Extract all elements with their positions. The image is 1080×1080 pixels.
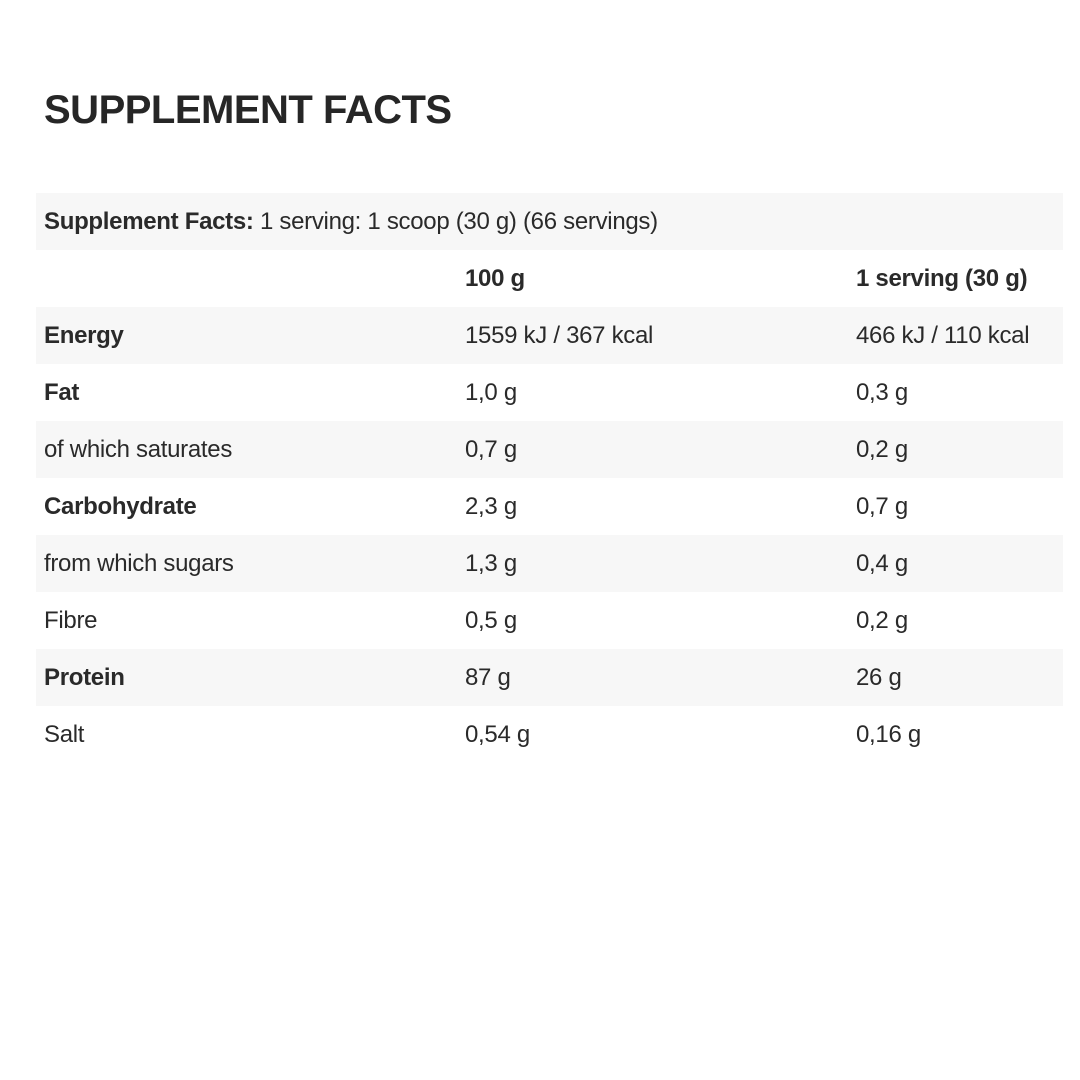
nutrient-label: of which saturates xyxy=(44,435,233,463)
nutrient-label: Carbohydrate xyxy=(44,492,197,520)
nutrient-row: from which sugars 1,3 g 0,4 g xyxy=(36,535,1063,592)
value-serving: 26 g xyxy=(856,663,902,691)
value-serving: 0,3 g xyxy=(856,378,908,406)
nutrient-row: Protein 87 g 26 g xyxy=(36,649,1063,706)
value-100g: 1,0 g xyxy=(465,378,517,406)
nutrient-label: Salt xyxy=(44,720,85,748)
nutrient-row: Carbohydrate 2,3 g 0,7 g xyxy=(36,478,1063,535)
value-serving: 0,2 g xyxy=(856,606,908,634)
table-body: Supplement Facts: 1 serving: 1 scoop (30… xyxy=(36,193,1063,763)
serving-row: Supplement Facts: 1 serving: 1 scoop (30… xyxy=(36,193,1063,250)
value-100g: 0,7 g xyxy=(465,435,517,463)
nutrient-label: Fat xyxy=(44,378,80,406)
value-100g: 1,3 g xyxy=(465,549,517,577)
value-100g: 87 g xyxy=(465,663,511,691)
column-header: 100 g xyxy=(465,264,525,292)
nutrient-row: Salt 0,54 g 0,16 g xyxy=(36,706,1063,763)
serving-text: 1 serving: 1 scoop (30 g) (66 servings) xyxy=(259,207,658,235)
column-header: 1 serving (30 g) xyxy=(856,264,1028,292)
value-100g: 2,3 g xyxy=(465,492,517,520)
serving-cell: Supplement Facts: 1 serving: 1 scoop (30… xyxy=(36,193,1063,250)
nutrient-label: Energy xyxy=(44,321,124,349)
value-100g: 0,54 g xyxy=(465,720,530,748)
nutrient-label: Fibre xyxy=(44,606,98,634)
value-serving: 0,7 g xyxy=(856,492,908,520)
header-row: 100 g 1 serving (30 g) xyxy=(36,250,1063,307)
value-serving: 466 kJ / 110 kcal xyxy=(856,321,1030,349)
nutrient-row: of which saturates 0,7 g 0,2 g xyxy=(36,421,1063,478)
header-empty xyxy=(36,250,457,307)
value-100g: 1559 kJ / 367 kcal xyxy=(465,321,654,349)
nutrient-label: Protein xyxy=(44,663,125,691)
title: SUPPLEMENT FACTS xyxy=(44,88,452,132)
nutrient-row: Fat 1,0 g 0,3 g xyxy=(36,364,1063,421)
serving-label: Supplement Facts: xyxy=(44,207,254,235)
nutrient-row: Energy 1559 kJ / 367 kcal 466 kJ / 110 kca… xyxy=(36,307,1063,364)
nutrient-row: Fibre 0,5 g 0,2 g xyxy=(36,592,1063,649)
value-100g: 0,5 g xyxy=(465,606,517,634)
nutrient-label: from which sugars xyxy=(44,549,234,577)
value-serving: 0,4 g xyxy=(856,549,908,577)
value-serving: 0,2 g xyxy=(856,435,908,463)
value-serving: 0,16 g xyxy=(856,720,921,748)
facts-table: Supplement Facts: 1 serving: 1 scoop (30… xyxy=(36,193,1063,763)
